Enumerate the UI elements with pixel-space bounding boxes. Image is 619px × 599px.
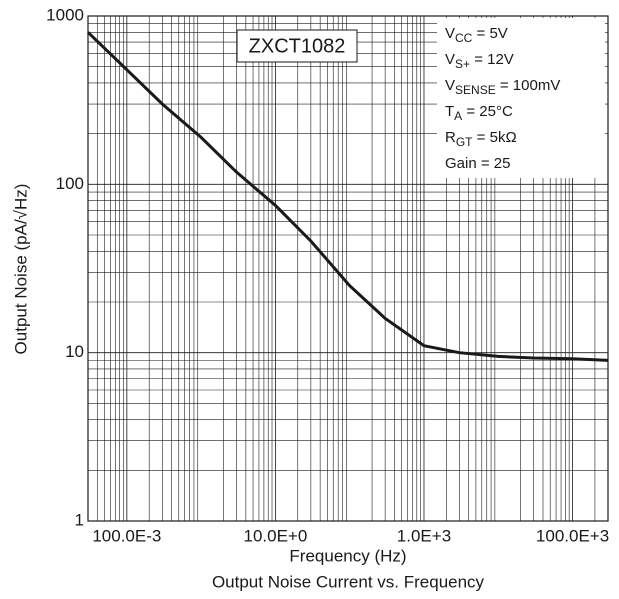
y-tick-label: 100 (56, 174, 84, 193)
y-tick-label: 1000 (46, 5, 84, 24)
plot-frame (87, 15, 609, 522)
condition-main: R (445, 129, 456, 146)
x-tick-label: 100.0E-3 (92, 526, 161, 545)
condition: VCC = 5V (445, 25, 508, 45)
condition-main: T (445, 103, 454, 120)
x-tick-label: 1.0E+3 (397, 526, 451, 545)
condition-sub: CC (455, 31, 473, 45)
condition-rest: = 25°C (462, 103, 513, 120)
condition-sub: GT (456, 135, 473, 149)
x-tick-label: 10.0E+0 (244, 526, 308, 545)
condition: VSENSE = 100mV (445, 77, 560, 97)
conditions-box (437, 18, 605, 178)
condition-sub: S+ (455, 57, 470, 71)
line (86, 31, 609, 362)
condition-main: V (445, 77, 455, 94)
condition: VS+ = 12V (445, 51, 514, 71)
chart-title: Output Noise Current vs. Frequency (212, 572, 485, 591)
condition: Gain = 25 (445, 155, 510, 172)
x-tick-label: 100.0E+3 (536, 526, 609, 545)
condition-sub: SENSE (455, 83, 496, 97)
y-tick-label: 1 (75, 510, 84, 529)
condition: TA = 25°C (445, 103, 513, 123)
condition-main: V (445, 51, 455, 68)
condition-rest: = 5V (472, 25, 507, 42)
condition-rest: = 12V (470, 51, 514, 68)
y-tick-label: 10 (65, 342, 84, 361)
label-box (236, 29, 358, 63)
condition-rest: = 5kΩ (473, 129, 517, 146)
condition: RGT = 5kΩ (445, 129, 517, 149)
condition-sub: A (454, 109, 462, 123)
condition-main: Gain = 25 (445, 155, 510, 172)
y-axis-label: Output Noise (pA/√Hz) (11, 184, 30, 355)
x-axis-label: Frequency (Hz) (289, 546, 406, 565)
condition-main: V (445, 25, 455, 42)
condition-rest: = 100mV (496, 77, 561, 94)
series-label: ZXCT1082 (249, 35, 346, 57)
